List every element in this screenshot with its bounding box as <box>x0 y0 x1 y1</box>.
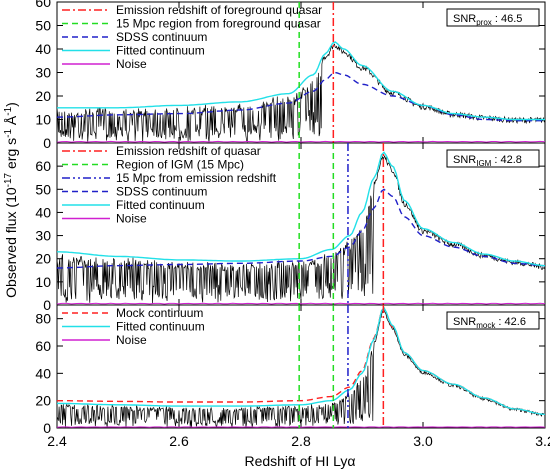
y-tick-label: 60 <box>35 338 51 354</box>
legend-label: Emission redshift of quasar <box>116 144 261 158</box>
snr-value: : 42.8 <box>491 154 522 166</box>
legend-label: Noise <box>116 333 147 347</box>
panel-1: 0 10 20 30 40 50 60 Emission redshift of foregr… <box>35 0 546 151</box>
snr-base: SNR <box>453 13 476 25</box>
x-axis: 2.4 2.6 2.8 3.0 3.2 <box>47 433 550 449</box>
y-tick-label: 30 <box>35 65 51 81</box>
y-tick-label: 10 <box>35 112 51 128</box>
y-tick-label: 50 <box>35 181 51 197</box>
fitted-continuum-line <box>57 151 545 267</box>
y-axis-title-part: Observed flux (10 <box>3 187 19 298</box>
y-tick-label: 0 <box>43 420 51 436</box>
x-tick-label: 2.6 <box>169 433 189 449</box>
snr-box <box>446 8 540 27</box>
panel-2: 0 10 20 30 40 50 60 Emission redshift of quasar… <box>35 142 546 313</box>
legend-label: Emission redshift of foreground quasar <box>116 3 322 17</box>
snr-box <box>446 311 540 330</box>
y-axis-title-part: ) <box>3 102 19 107</box>
legend: Emission redshift of foreground quasar15… <box>62 3 322 71</box>
plot-area <box>57 143 545 305</box>
snr-label: SNRmock : 42.6 <box>453 316 526 330</box>
y-tick-label: 80 <box>35 311 51 327</box>
legend-label: Fitted continuum <box>116 198 205 212</box>
legend-label: Fitted continuum <box>116 320 205 334</box>
legend-label: 15 Mpc region from foreground quasar <box>116 17 321 31</box>
y-axis-title-part: -1 <box>3 106 14 115</box>
noise-line <box>57 302 545 305</box>
plot-area <box>57 305 545 428</box>
snr-value: : 46.5 <box>492 13 523 25</box>
legend-label: Region of IGM (15 Mpc) <box>116 158 244 172</box>
y-tick-label: 0 <box>43 135 51 151</box>
legend-label: Mock continuum <box>116 306 203 320</box>
legend-label: Fitted continuum <box>116 44 205 58</box>
noise-line <box>57 140 545 143</box>
snr-base: SNR <box>453 316 476 328</box>
plot-area <box>57 2 545 143</box>
legend-label: SDSS continuum <box>116 30 207 44</box>
fitted-continuum-line <box>57 41 545 121</box>
snr-subscript: IGM <box>476 159 491 168</box>
observed-flux-line <box>57 43 545 143</box>
y-axis-title-part: erg s <box>3 138 19 173</box>
y-axis-title-part: -1 <box>3 129 14 138</box>
x-tick-label: 2.8 <box>291 433 311 449</box>
y-tick-label: 40 <box>35 365 51 381</box>
legend-label: 15 Mpc from emission redshift <box>116 171 277 185</box>
x-tick-label: 3.0 <box>413 433 433 449</box>
y-tick-label: 20 <box>35 251 51 267</box>
panels: 0 10 20 30 40 50 60 Emission redshift of foregr… <box>35 0 546 436</box>
snr-subscript: mock <box>476 321 496 330</box>
sdss-continuum-line <box>57 71 545 122</box>
y-axis-title: Observed flux (10-17 erg s-1 Å-1) <box>3 102 19 298</box>
legend-label: Noise <box>116 212 147 226</box>
y-tick-label: 60 <box>35 0 51 10</box>
legend-label: Noise <box>116 57 147 71</box>
snr-label: SNRIGM : 42.8 <box>453 154 522 168</box>
snr-subscript: prox <box>476 18 492 27</box>
y-tick-label: 20 <box>35 393 51 409</box>
snr-label: SNRprox : 46.5 <box>453 13 522 27</box>
sdss-continuum-line <box>57 188 545 269</box>
snr-box <box>446 149 540 168</box>
y-tick-label: 30 <box>35 228 51 244</box>
y-tick-label: 40 <box>35 41 51 57</box>
y-axis-title-part: Å <box>3 115 19 129</box>
snr-base: SNR <box>453 154 476 166</box>
y-tick-label: 60 <box>35 158 51 174</box>
snr-value: : 42.6 <box>495 316 526 328</box>
x-tick-label: 3.2 <box>535 433 550 449</box>
x-tick-label: 2.4 <box>47 433 67 449</box>
y-tick-label: 40 <box>35 204 51 220</box>
y-tick-label: 20 <box>35 88 51 104</box>
x-axis-title: Redshift of HI Lyα <box>244 453 355 469</box>
y-axis-title-part: -17 <box>3 172 14 187</box>
y-tick-label: 0 <box>43 297 51 313</box>
legend-label: SDSS continuum <box>116 185 207 199</box>
fitted-continuum-line <box>57 306 545 415</box>
y-tick-label: 50 <box>35 18 51 34</box>
y-tick-label: 10 <box>35 274 51 290</box>
